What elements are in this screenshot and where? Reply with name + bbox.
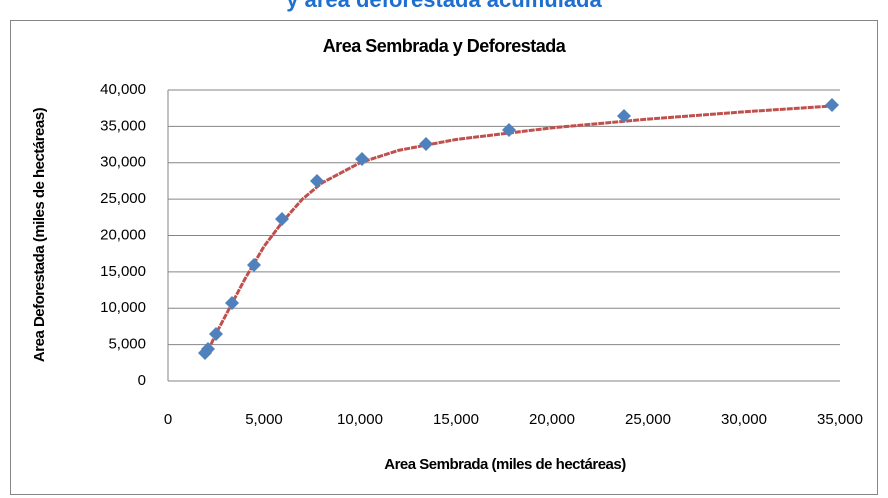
data-point [824, 98, 839, 113]
data-point [224, 295, 239, 310]
x-tick-label: 25,000 [625, 411, 671, 428]
y-tick-label: 15,000 [100, 263, 146, 280]
x-tick-label: 20,000 [529, 411, 575, 428]
y-tick-label: 10,000 [100, 299, 146, 316]
data-point [246, 258, 261, 273]
chart-title: Area Sembrada y Deforestada [323, 36, 567, 56]
data-point [309, 174, 324, 189]
data-point [501, 122, 516, 137]
data-point [209, 327, 223, 342]
data-point [419, 137, 434, 152]
y-tick-label: 25,000 [100, 190, 146, 207]
y-tick-label: 35,000 [100, 117, 146, 134]
x-tick-label: 5,000 [245, 411, 283, 428]
y-tick-label: 20,000 [100, 226, 146, 243]
x-axis-title: Area Sembrada (miles de hectáreas) [384, 456, 626, 473]
y-tick-label: 5,000 [108, 336, 146, 353]
x-tick-label: 10,000 [337, 411, 383, 428]
page-heading: y área deforestada acumulada [286, 0, 602, 12]
data-point [617, 109, 631, 124]
chart-frame [10, 20, 878, 495]
data-point [354, 152, 369, 167]
data-point [275, 212, 290, 227]
x-tick-label: 30,000 [721, 411, 767, 428]
y-tick-label: 0 [138, 372, 146, 389]
x-tick-label: 15,000 [433, 411, 479, 428]
x-tick-label: 35,000 [817, 411, 863, 428]
x-tick-label: 0 [164, 411, 172, 428]
data-point [200, 341, 215, 356]
y-tick-label: 30,000 [100, 154, 146, 171]
y-tick-label: 40,000 [100, 81, 146, 98]
y-axis-title: Area Deforestada (miles de hectáreas) [31, 107, 48, 362]
